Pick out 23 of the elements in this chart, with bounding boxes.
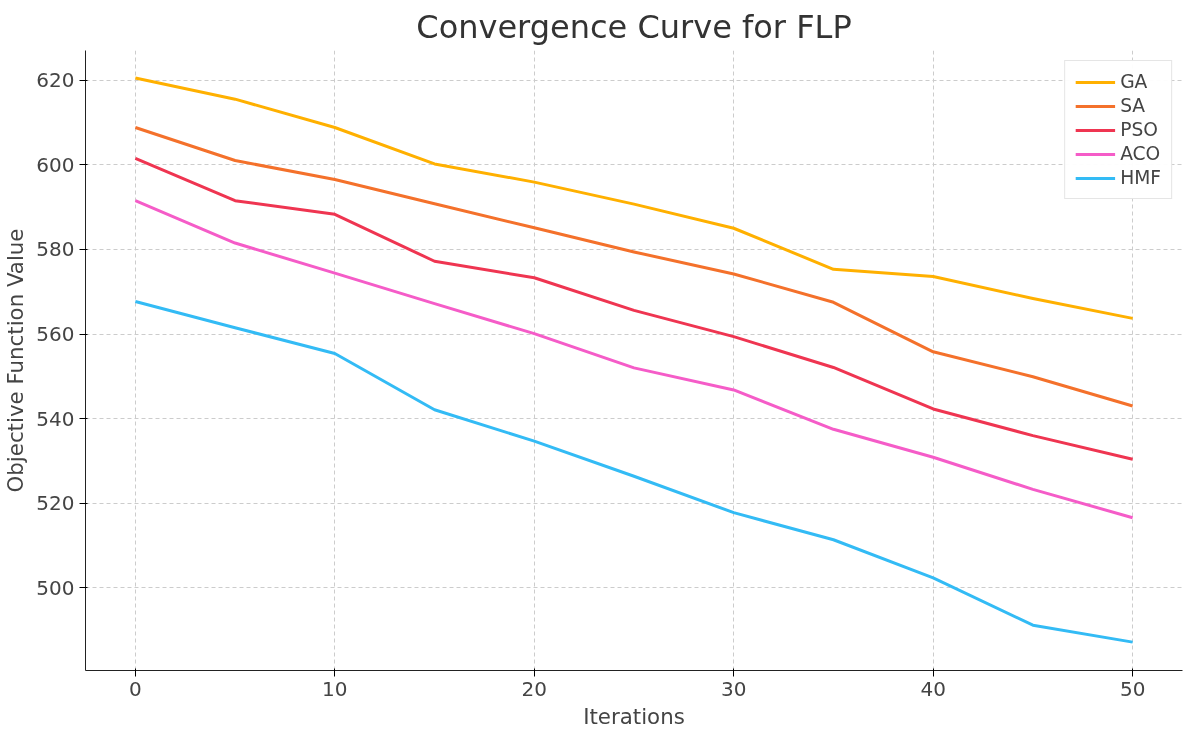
y-tick-label: 580 <box>36 237 75 262</box>
y-tick-label: 560 <box>36 322 75 347</box>
x-tick-label: 10 <box>322 676 348 701</box>
x-tick-label: 50 <box>1119 676 1146 701</box>
x-tick-label: 0 <box>129 676 142 701</box>
y-tick-label: 540 <box>36 406 75 431</box>
y-tick-label: 620 <box>36 68 75 93</box>
legend-label: HMF <box>1120 167 1161 188</box>
legend-label: GA <box>1120 71 1148 92</box>
legend-label: ACO <box>1120 143 1161 164</box>
y-tick-label: 600 <box>36 152 75 177</box>
legend-label: SA <box>1120 95 1146 116</box>
x-axis-title: Iterations <box>583 703 685 729</box>
x-tick-label: 40 <box>920 676 946 701</box>
x-tick-label: 20 <box>521 676 547 701</box>
legend-label: PSO <box>1120 119 1158 140</box>
line-series <box>133 299 1135 644</box>
x-tick-label: 30 <box>721 676 747 701</box>
chart-title: Convergence Curve for FLP <box>416 7 852 46</box>
line-series <box>133 199 1135 520</box>
y-axis-title: Objective Function Value <box>3 228 29 493</box>
y-tick-label: 500 <box>36 575 75 600</box>
y-tick-label: 520 <box>36 491 75 516</box>
